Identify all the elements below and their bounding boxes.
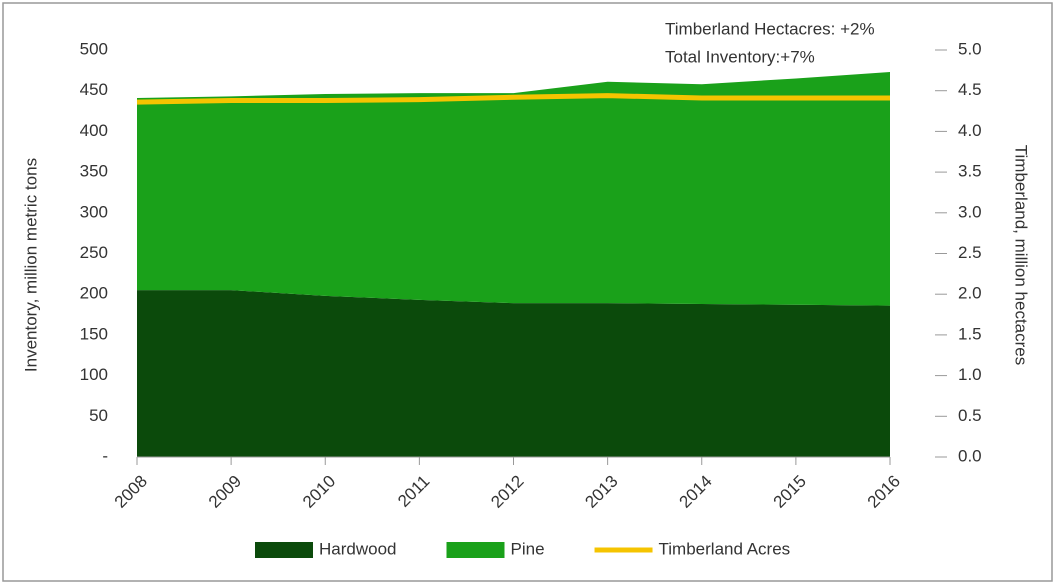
y2-tick-label: 3.0 — [958, 202, 982, 221]
y-tick-label: 400 — [80, 121, 108, 140]
y-tick-label: 450 — [80, 80, 108, 99]
y2-tick-label: 2.0 — [958, 284, 982, 303]
legend-swatch — [446, 542, 505, 558]
y2-tick-label: 2.5 — [958, 243, 982, 262]
y-tick-label: 200 — [80, 284, 108, 303]
y2-tick-label: 0.5 — [958, 406, 982, 425]
y-axis-label: Inventory, million metric tons — [21, 158, 40, 372]
annotation: Total Inventory:+7% — [665, 47, 815, 66]
y-tick-label: 150 — [80, 324, 108, 343]
legend-swatch — [255, 542, 313, 558]
y2-axis-label: Timberland, million hectacres — [1012, 145, 1031, 365]
area — [137, 71, 890, 306]
annotation: Timberland Hectacres: +2% — [665, 19, 875, 38]
y-tick-label: 50 — [89, 406, 108, 425]
legend-label: Hardwood — [319, 539, 397, 558]
y-tick-label: 350 — [80, 162, 108, 181]
y2-tick-label: 0.0 — [958, 446, 982, 465]
y2-tick-label: 3.5 — [958, 162, 982, 181]
y2-tick-label: 1.0 — [958, 365, 982, 384]
line — [136, 93, 890, 105]
y-tick-label: - — [102, 446, 108, 465]
y-tick-label: 250 — [80, 243, 108, 262]
legend-label: Pine — [511, 539, 545, 558]
y2-tick-label: 1.5 — [958, 324, 982, 343]
y2-tick-label: 4.5 — [958, 80, 982, 99]
y-tick-label: 100 — [80, 365, 108, 384]
y2-tick-label: 5.0 — [958, 39, 982, 58]
y-tick-label: 300 — [80, 202, 108, 221]
area — [137, 290, 890, 457]
legend-label: Timberland Acres — [659, 539, 791, 558]
y-tick-label: 500 — [80, 39, 108, 58]
y2-tick-label: 4.0 — [958, 121, 982, 140]
